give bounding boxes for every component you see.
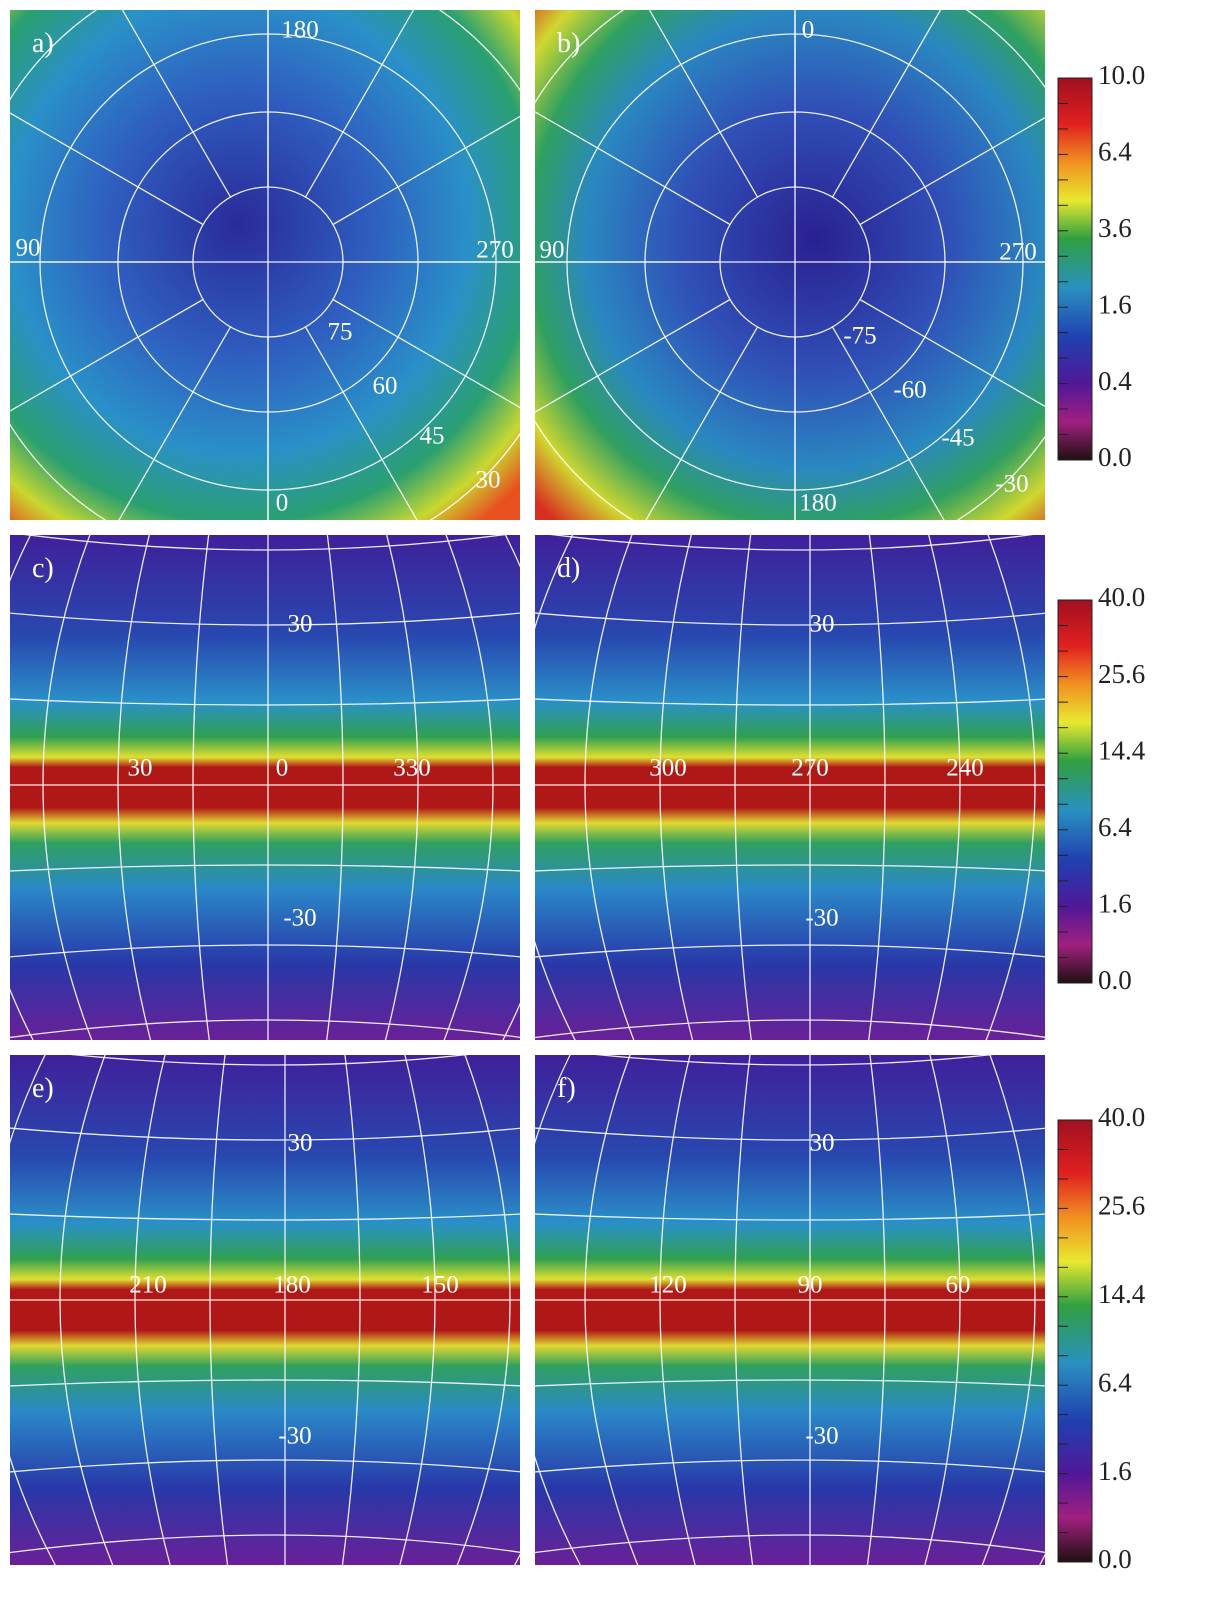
grid-label: 30 (128, 755, 153, 782)
grid-label: 120 (649, 1272, 687, 1299)
grid-label: 240 (946, 755, 984, 782)
grid-label: 270 (476, 237, 514, 264)
grid-label: 180 (281, 17, 319, 44)
grid-label: 30 (288, 1130, 313, 1157)
grid-label: 180 (273, 1272, 311, 1299)
colorbar: 40.0 25.6 14.4 6.4 1.6 0.0 (1058, 582, 1146, 995)
colorbar-label: 0.0 (1098, 442, 1132, 472)
colorbar-ramp (1058, 600, 1092, 983)
colorbar-label: 25.6 (1098, 1191, 1145, 1221)
colorbar-label: 10.0 (1098, 60, 1145, 90)
colorbar-label: 6.4 (1098, 812, 1132, 842)
panel-label: a) (32, 28, 54, 59)
grid-label: 300 (649, 755, 687, 782)
grid-label: 90 (540, 237, 565, 264)
colorbar: 40.0 25.6 14.4 6.4 1.6 0.0 (1058, 1102, 1146, 1574)
grid-label: 60 (373, 373, 398, 400)
grid-label: 0 (802, 17, 815, 44)
grid-label: -30 (995, 471, 1028, 498)
colorbar-label: 40.0 (1098, 582, 1145, 612)
grid-label: 30 (288, 611, 313, 638)
grid-label: -45 (941, 425, 974, 452)
colorbar-label: 6.4 (1098, 137, 1132, 167)
figure: a)18090270756045300b)090270-75-60-45-301… (0, 0, 1207, 1621)
colorbar-label: 0.0 (1098, 965, 1132, 995)
colorbar-label: 14.4 (1098, 1279, 1146, 1309)
colorbar-label: 1.6 (1098, 289, 1132, 319)
grid-label: 45 (420, 423, 445, 450)
grid-label: 270 (999, 239, 1037, 266)
panel-label: b) (557, 28, 580, 59)
grid-label: 30 (810, 611, 835, 638)
grid-label: 90 (16, 235, 41, 262)
map-image (10, 535, 520, 1040)
grid-label: 330 (393, 755, 431, 782)
colorbar-ramp (1058, 78, 1092, 460)
grid-label: -30 (283, 905, 316, 932)
panel-label: c) (32, 553, 54, 584)
grid-meridian (0, 485, 6, 1085)
colorbar-label: 1.6 (1098, 1456, 1132, 1486)
panel-label: e) (32, 1073, 54, 1104)
grid-label: -60 (893, 377, 926, 404)
colorbar: 10.0 6.4 3.6 1.6 0.4 0.0 (1058, 60, 1145, 472)
grid-label: 60 (946, 1272, 971, 1299)
grid-label: 30 (810, 1130, 835, 1157)
colorbar-label: 25.6 (1098, 659, 1145, 689)
grid-label: 0 (276, 490, 289, 517)
panel-label: d) (557, 553, 580, 584)
grid-label: 90 (798, 1272, 823, 1299)
grid-label: 180 (799, 490, 837, 517)
grid-label: 150 (421, 1272, 459, 1299)
colorbar-label: 6.4 (1098, 1367, 1132, 1397)
colorbar-label: 0.0 (1098, 1544, 1132, 1574)
colorbar-label: 1.6 (1098, 889, 1132, 919)
colorbar-ramp (1058, 1120, 1092, 1562)
colorbar-label: 0.4 (1098, 366, 1132, 396)
grid-label: 270 (791, 755, 829, 782)
colorbar-label: 3.6 (1098, 213, 1132, 243)
page: a)18090270756045300b)090270-75-60-45-301… (0, 0, 1207, 1621)
map-image (535, 535, 1045, 1040)
grid-label: -30 (278, 1423, 311, 1450)
grid-label: -75 (843, 323, 876, 350)
grid-label: -30 (805, 905, 838, 932)
grid-meridian (1125, 485, 1207, 1085)
grid-label: 30 (476, 467, 501, 494)
panel-label: f) (557, 1073, 576, 1104)
colorbar-label: 40.0 (1098, 1102, 1145, 1132)
grid-label: -30 (805, 1423, 838, 1450)
grid-label: 210 (129, 1272, 167, 1299)
grid-label: 0 (276, 755, 289, 782)
colorbar-label: 14.4 (1098, 735, 1146, 765)
grid-label: 75 (328, 319, 353, 346)
